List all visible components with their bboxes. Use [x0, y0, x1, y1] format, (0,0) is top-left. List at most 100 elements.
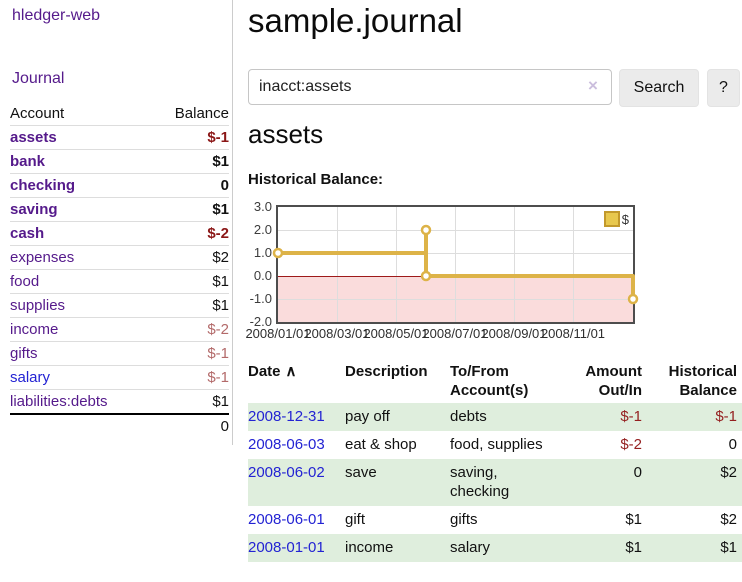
- account-balance: $-1: [150, 341, 229, 366]
- chart-legend: $: [603, 211, 629, 227]
- accounts-header-row: Account Balance: [10, 102, 229, 126]
- transaction-amount: $1: [625, 511, 642, 528]
- account-row: checking 0: [10, 173, 229, 198]
- search-button[interactable]: Search: [619, 69, 699, 107]
- account-balance: $-1: [150, 125, 229, 150]
- account-row: food $1: [10, 269, 229, 294]
- x-tick-label: 2008/05/01: [363, 326, 429, 341]
- register-header-balance[interactable]: Historical Balance: [668, 363, 737, 399]
- legend-label: $: [621, 211, 629, 227]
- transaction-accounts: debts: [450, 408, 487, 425]
- account-row: gifts $-1: [10, 341, 229, 366]
- y-tick-label: -2.0: [249, 314, 272, 329]
- register-row: 2008-12-31 pay off debts $-1 $-1: [248, 403, 742, 431]
- accounts-total-value: 0: [150, 413, 229, 438]
- x-tick-label: 2008/07/01: [422, 326, 488, 341]
- account-balance: $1: [150, 197, 229, 222]
- sidebar-account-food[interactable]: food: [10, 273, 40, 290]
- help-button[interactable]: ?: [707, 69, 740, 107]
- sidebar-account-gifts[interactable]: gifts: [10, 345, 38, 362]
- transaction-amount: $-2: [620, 436, 642, 453]
- clear-search-icon[interactable]: ×: [588, 76, 598, 95]
- transaction-accounts: salary: [450, 539, 491, 556]
- sidebar-account-salary[interactable]: salary: [10, 369, 51, 386]
- transaction-description: save: [345, 464, 377, 481]
- y-tick-label: 2.0: [253, 222, 272, 237]
- account-row: supplies $1: [10, 293, 229, 318]
- register-header-description[interactable]: Description: [345, 363, 428, 380]
- transaction-balance: $2: [720, 464, 737, 481]
- register-row: 2008-01-01 income salary $1 $1: [248, 534, 742, 562]
- sidebar-account-checking[interactable]: checking: [10, 177, 76, 194]
- x-tick-label: 2008/09/01: [481, 326, 547, 341]
- register-header-date[interactable]: Date ∧: [248, 363, 297, 380]
- account-balance: $-2: [150, 221, 229, 246]
- account-heading: assets: [248, 119, 324, 149]
- account-row: salary $-1: [10, 365, 229, 390]
- account-balance: $1: [150, 389, 229, 415]
- x-tick-label: 2008/03/01: [304, 326, 370, 341]
- y-tick-label: -1.0: [249, 291, 272, 306]
- transaction-amount: 0: [633, 464, 642, 481]
- page-title: sample.journal: [248, 2, 463, 39]
- search-input[interactable]: [248, 69, 612, 105]
- register-header-amount[interactable]: Amount Out/In: [585, 363, 642, 399]
- transaction-date-link[interactable]: 2008-01-01: [248, 539, 325, 556]
- register-row: 2008-06-03 eat & shop food, supplies $-2…: [248, 431, 742, 459]
- transaction-balance: 0: [728, 436, 737, 453]
- sidebar-account-supplies[interactable]: supplies: [10, 297, 66, 314]
- gridline: [396, 207, 397, 322]
- chart-title: Historical Balance:: [248, 171, 384, 188]
- accounts-header-balance: Balance: [150, 102, 229, 126]
- transaction-date-link[interactable]: 2008-12-31: [248, 408, 325, 425]
- sidebar-item-journal[interactable]: Journal: [12, 70, 65, 87]
- account-balance: $1: [150, 149, 229, 174]
- app-title-link[interactable]: hledger-web: [12, 7, 101, 24]
- account-row: liabilities:debts $1: [10, 389, 229, 415]
- accounts-total-row: 0: [10, 413, 229, 438]
- transaction-date-link[interactable]: 2008-06-02: [248, 464, 325, 481]
- historical-balance-chart: 3.0 2.0 1.0 0.0 -1.0 -2.0: [245, 199, 728, 345]
- account-balance: $1: [150, 269, 229, 294]
- y-tick-label: 3.0: [253, 199, 272, 214]
- transaction-date-link[interactable]: 2008-06-03: [248, 436, 325, 453]
- search-form: × Search ?: [248, 69, 742, 107]
- sidebar: hledger-web Journal Account Balance asse…: [0, 0, 233, 445]
- transaction-accounts: saving, checking: [450, 464, 510, 500]
- sidebar-account-assets[interactable]: assets: [10, 129, 57, 146]
- register-row: 2008-06-01 gift gifts $1 $2: [248, 506, 742, 534]
- transaction-amount: $1: [625, 539, 642, 556]
- transaction-description: gift: [345, 511, 366, 528]
- account-balance: $-2: [150, 317, 229, 342]
- accounts-header-account: Account: [10, 102, 151, 126]
- account-row: income $-2: [10, 317, 229, 342]
- sidebar-account-bank[interactable]: bank: [10, 153, 46, 170]
- register-table: Date ∧ Description To/From Account(s) Amo…: [248, 362, 742, 562]
- accounts-table: Account Balance assets $-1 bank $1 check…: [10, 102, 229, 438]
- account-balance: $1: [150, 293, 229, 318]
- account-row: expenses $2: [10, 245, 229, 270]
- transaction-amount: $-1: [620, 408, 642, 425]
- sidebar-account-income[interactable]: income: [10, 321, 59, 338]
- x-tick-label: 2008/01/01: [245, 326, 311, 341]
- account-row: assets $-1: [10, 125, 229, 150]
- transaction-balance: $-1: [715, 408, 737, 425]
- register-header-row: Date ∧ Description To/From Account(s) Amo…: [248, 362, 742, 403]
- transaction-balance: $2: [720, 511, 737, 528]
- transaction-description: eat & shop: [345, 436, 417, 453]
- transaction-date-link[interactable]: 2008-06-01: [248, 511, 325, 528]
- main-content: sample.journal × Search ? assets Histori…: [233, 0, 742, 582]
- sidebar-account-saving[interactable]: saving: [10, 201, 58, 218]
- sidebar-account-liabilities-debts[interactable]: liabilities:debts: [10, 393, 108, 410]
- sidebar-account-cash[interactable]: cash: [10, 225, 45, 242]
- y-tick-label: 1.0: [253, 245, 272, 260]
- account-balance: 0: [150, 173, 229, 198]
- account-row: saving $1: [10, 197, 229, 222]
- gridline: [455, 207, 456, 322]
- y-tick-label: 0.0: [253, 268, 272, 283]
- gridline: [514, 207, 515, 322]
- register-header-accounts[interactable]: To/From Account(s): [450, 363, 529, 399]
- transaction-balance: $1: [720, 539, 737, 556]
- sidebar-account-expenses[interactable]: expenses: [10, 249, 75, 266]
- transaction-description: pay off: [345, 408, 390, 425]
